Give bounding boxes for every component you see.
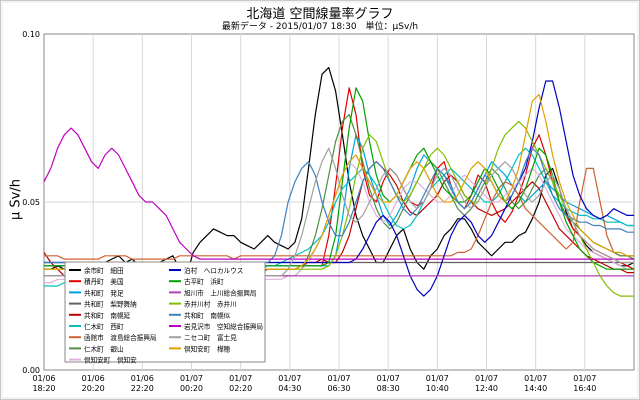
- x-tick-time: 10:40: [426, 384, 449, 393]
- y-tick-label: 0.00: [22, 366, 40, 375]
- x-tick-date: 01/07: [573, 374, 596, 383]
- x-tick-time: 02:20: [229, 384, 252, 393]
- x-tick-time: 00:20: [180, 384, 203, 393]
- x-tick-time: 18:20: [32, 384, 55, 393]
- legend-entry: 古平町 浜町: [184, 277, 224, 286]
- x-tick-date: 01/07: [180, 374, 203, 383]
- x-tick-time: 04:30: [278, 384, 301, 393]
- legend-entry: 共和町 南幌延: [84, 311, 131, 320]
- y-tick-label: 0.05: [22, 198, 40, 207]
- legend-entry: 倶知安町 倶知安: [84, 356, 137, 365]
- x-tick-time: 08:30: [377, 384, 400, 393]
- legend-entry: ニセコ町 富士見: [184, 333, 237, 342]
- legend-entry: 仁木町 西町: [84, 322, 124, 331]
- x-tick-time: 14:40: [524, 384, 547, 393]
- legend-entry: 赤井川村 赤井川: [184, 300, 237, 309]
- x-tick-date: 01/07: [229, 374, 252, 383]
- x-tick-date: 01/06: [131, 374, 154, 383]
- legend-entry: 仁木町 銀山: [84, 344, 124, 353]
- x-tick-time: 16:40: [573, 384, 596, 393]
- x-tick-date: 01/07: [278, 374, 301, 383]
- x-tick-date: 01/07: [426, 374, 449, 383]
- legend-entry: 共和町 梨野舞納: [84, 300, 137, 309]
- x-tick-date: 01/06: [32, 374, 55, 383]
- x-tick-date: 01/07: [327, 374, 350, 383]
- legend-entry: 共和町 発足: [84, 288, 124, 297]
- x-tick-time: 20:20: [82, 384, 105, 393]
- series-line-15: [43, 127, 634, 260]
- x-tick-date: 01/07: [524, 374, 547, 383]
- legend-entry: 余市町 細田: [84, 266, 124, 275]
- legend-entry: 岩見沢市 空知総合振興局: [184, 322, 264, 331]
- x-tick-date: 01/07: [475, 374, 498, 383]
- x-tick-date: 01/07: [377, 374, 400, 383]
- x-tick-time: 06:30: [327, 384, 350, 393]
- legend-entry: 倶知安町 樺穂: [184, 344, 231, 353]
- legend-entry: 共和町 南幌似: [184, 311, 231, 320]
- legend-entry: 泊村 ヘロカルウス: [184, 266, 243, 275]
- x-tick-date: 01/06: [82, 374, 105, 383]
- legend-entry: 旭川市 上川総合振興局: [184, 288, 257, 297]
- x-tick-time: 22:20: [131, 384, 154, 393]
- legend-box: [64, 261, 266, 363]
- legend-entry: 函館市 渡島総合振興局: [84, 333, 157, 342]
- x-tick-time: 12:40: [475, 384, 498, 393]
- y-tick-label: 0.10: [22, 30, 40, 39]
- legend-entry: 積丹町 美国: [84, 277, 124, 286]
- series-line-7: [44, 167, 634, 260]
- chart-subtitle: 最新データ - 2015/01/07 18:30 単位：μSv/h: [221, 22, 419, 32]
- chart-title: 北海道 空間線量率グラフ: [246, 7, 394, 22]
